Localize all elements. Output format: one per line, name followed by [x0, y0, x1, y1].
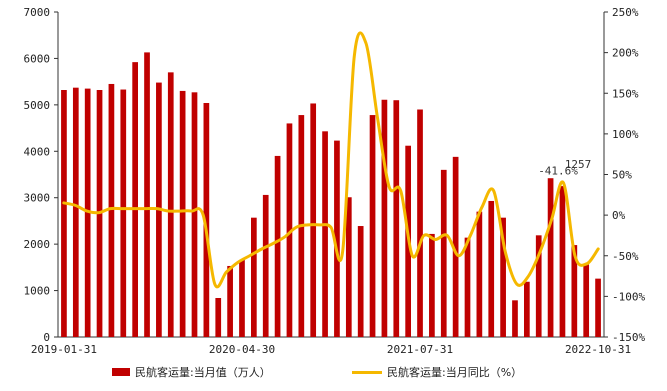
left-tick-label: 1000 — [24, 285, 51, 298]
bar — [179, 90, 186, 337]
right-tick-label: 250% — [612, 6, 639, 19]
bars-series — [61, 52, 601, 338]
bar — [215, 298, 222, 337]
bar — [452, 156, 459, 337]
left-tick-label: 4000 — [24, 145, 51, 158]
right-tick-label: -50% — [612, 250, 639, 263]
bar — [583, 264, 590, 337]
bar — [72, 87, 79, 337]
bar — [476, 211, 483, 337]
bar — [310, 103, 317, 337]
x-tick-label: 2021-07-31 — [387, 343, 453, 356]
legend-item-bar: 民航客运量:当月值（万人） — [112, 364, 271, 380]
bar — [488, 200, 495, 337]
bar — [227, 265, 233, 337]
left-tick-label: 7000 — [24, 6, 51, 19]
left-tick-label: 2000 — [24, 238, 51, 251]
bar — [167, 72, 174, 337]
bar — [274, 155, 281, 337]
bar — [108, 83, 115, 337]
bar — [500, 217, 506, 337]
right-tick-label: 50% — [612, 169, 632, 182]
left-tick-label: 6000 — [24, 52, 51, 65]
annotations: 1257-41.6% — [538, 158, 591, 177]
bar — [559, 186, 566, 337]
bar — [571, 245, 578, 337]
right-tick-label: 150% — [612, 87, 639, 100]
right-tick-label: -150% — [612, 331, 645, 344]
bar — [61, 90, 67, 337]
legend-swatch-line — [352, 370, 382, 374]
bar — [345, 197, 352, 337]
bar — [393, 100, 400, 337]
right-tick-label: 200% — [612, 47, 639, 60]
legend-label-bar: 民航客运量:当月值（万人） — [135, 366, 271, 379]
bar — [417, 109, 423, 337]
bar — [286, 123, 293, 337]
bar — [535, 235, 542, 337]
x-tick-label: 2020-04-30 — [209, 343, 275, 356]
yoy-line — [62, 31, 600, 289]
bar — [322, 131, 328, 337]
bar — [334, 140, 340, 337]
left-tick-label: 3000 — [24, 192, 51, 205]
bar — [203, 103, 210, 337]
bar — [464, 237, 471, 337]
bar — [369, 115, 376, 337]
bar — [191, 92, 198, 337]
axes: 0 1000 2000 3000 4000 5000 6000 7000 -150% -100% -… — [24, 6, 646, 356]
legend-swatch-bar — [112, 368, 130, 376]
left-tick-label: 5000 — [24, 99, 51, 112]
bar — [381, 99, 388, 337]
left-tick-label: 0 — [43, 331, 50, 344]
x-tick-label: 2022-10-31 — [565, 343, 631, 356]
data-label-last-bar: 1257 — [565, 158, 592, 171]
line-series — [62, 31, 600, 289]
x-tick-label: 2019-01-31 — [31, 343, 97, 356]
bar — [239, 259, 245, 337]
bar — [429, 233, 435, 337]
bar — [144, 52, 150, 338]
bar — [547, 178, 554, 337]
legend-label-line: 民航客运量:当月同比（%） — [387, 366, 523, 379]
data-label-last-yoy: -41.6% — [538, 165, 578, 178]
bar — [440, 169, 447, 337]
right-tick-label: -100% — [612, 290, 645, 303]
legend-item-line: 民航客运量:当月同比（%） — [352, 364, 522, 380]
bar — [120, 89, 127, 338]
bar — [512, 300, 518, 337]
right-tick-label: 0% — [612, 209, 626, 222]
bar — [250, 217, 257, 337]
legend: 民航客运量:当月值（万人） 民航客运量:当月同比（%） — [0, 364, 667, 384]
bar — [595, 278, 601, 337]
bar — [132, 62, 139, 338]
right-tick-label: 100% — [612, 128, 639, 141]
bar — [523, 281, 530, 337]
bar — [357, 226, 364, 337]
bar — [262, 194, 269, 337]
